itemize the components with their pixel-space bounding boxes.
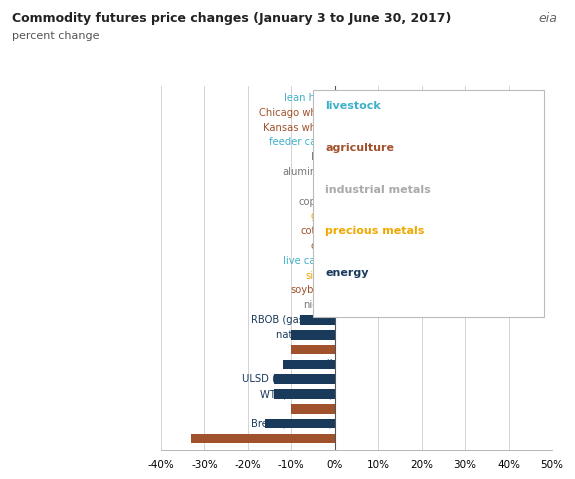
Bar: [335, 152, 391, 162]
Text: ULSD (heating oil): ULSD (heating oil): [242, 374, 332, 384]
Bar: [335, 241, 352, 251]
Bar: [292, 345, 335, 354]
Text: eia: eia: [539, 12, 558, 25]
FancyBboxPatch shape: [313, 90, 544, 318]
Text: soybean: soybean: [290, 285, 332, 296]
Text: sugar: sugar: [304, 433, 332, 444]
Text: industrial metals: industrial metals: [325, 184, 431, 194]
Bar: [335, 256, 339, 266]
Text: gasoil: gasoil: [303, 359, 332, 369]
Bar: [317, 285, 335, 295]
Text: aluminum: aluminum: [282, 167, 332, 177]
Text: livestock: livestock: [325, 101, 381, 111]
Bar: [335, 93, 522, 103]
Text: nickel: nickel: [304, 300, 332, 310]
Text: copper: copper: [298, 197, 332, 206]
Text: lean hogs: lean hogs: [284, 93, 332, 103]
Text: cocoa: cocoa: [304, 404, 332, 414]
Text: live cattle: live cattle: [283, 256, 332, 266]
Text: coffee: coffee: [302, 344, 332, 354]
Bar: [335, 137, 417, 147]
Text: natural gas: natural gas: [276, 330, 332, 340]
Bar: [335, 227, 356, 236]
Text: Chicago wheat: Chicago wheat: [259, 108, 332, 118]
Text: gold: gold: [311, 211, 332, 221]
Text: agriculture: agriculture: [325, 143, 394, 153]
Text: precious metals: precious metals: [325, 227, 424, 236]
Bar: [335, 212, 365, 221]
Bar: [300, 315, 335, 325]
Text: corn: corn: [310, 241, 332, 251]
Bar: [283, 360, 335, 369]
Text: energy: energy: [325, 268, 369, 278]
Text: Brent (crude oil): Brent (crude oil): [251, 419, 332, 429]
Bar: [274, 375, 335, 384]
Text: RBOB (gasoline): RBOB (gasoline): [251, 315, 332, 325]
Bar: [335, 167, 387, 177]
Bar: [265, 419, 335, 428]
Bar: [292, 404, 335, 414]
Text: feeder cattle: feeder cattle: [269, 137, 332, 148]
Text: Kansas wheat: Kansas wheat: [263, 123, 332, 133]
Text: percent change: percent change: [12, 31, 99, 41]
Bar: [335, 197, 365, 206]
Text: WTI (crude oil): WTI (crude oil): [259, 389, 332, 399]
Bar: [335, 123, 435, 133]
Bar: [292, 330, 335, 340]
Bar: [335, 182, 374, 192]
Bar: [274, 389, 335, 399]
Bar: [313, 300, 335, 310]
Bar: [191, 433, 335, 443]
Bar: [335, 108, 448, 118]
Text: lead: lead: [311, 152, 332, 162]
Text: silver: silver: [305, 271, 332, 281]
Bar: [335, 271, 339, 280]
Text: zinc: zinc: [313, 182, 332, 192]
Text: cotton: cotton: [301, 226, 332, 236]
Text: Commodity futures price changes (January 3 to June 30, 2017): Commodity futures price changes (January…: [12, 12, 451, 25]
